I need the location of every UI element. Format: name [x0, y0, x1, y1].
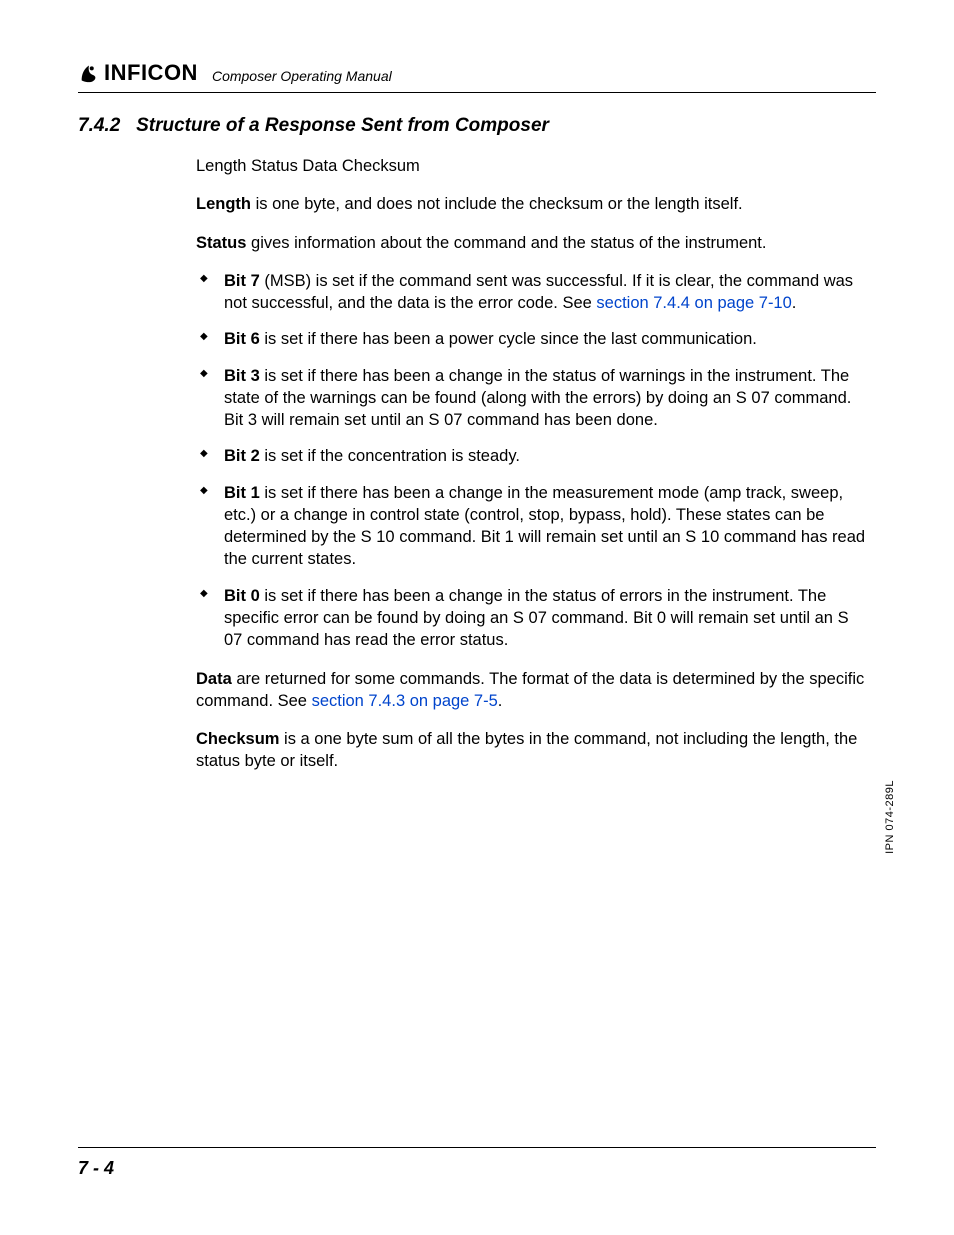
logo-icon [78, 62, 100, 84]
data-paragraph: Data are returned for some commands. The… [196, 668, 866, 713]
bit-text-after: . [792, 294, 797, 312]
list-item: Bit 7 (MSB) is set if the command sent w… [196, 270, 866, 315]
page-header: INFICON Composer Operating Manual [78, 60, 876, 93]
page-number: 7 - 4 [78, 1158, 114, 1178]
length-label: Length [196, 195, 251, 213]
bit-text: is set if there has been a power cycle s… [260, 330, 757, 348]
section-number: 7.4.2 [78, 115, 120, 136]
body-content: Length Status Data Checksum Length is on… [196, 155, 866, 773]
bit-text: is set if there has been a change in the… [224, 484, 865, 569]
list-item: Bit 2 is set if the concentration is ste… [196, 445, 866, 467]
list-item: Bit 0 is set if there has been a change … [196, 585, 866, 652]
section-title: Structure of a Response Sent from Compos… [136, 115, 549, 136]
length-paragraph: Length is one byte, and does not include… [196, 193, 866, 215]
bit-text: is set if there has been a change in the… [224, 587, 849, 650]
bit-label: Bit 0 [224, 587, 260, 605]
brand-logo: INFICON [78, 60, 198, 86]
data-text-before: are returned for some commands. The form… [196, 670, 864, 710]
status-text: gives information about the command and … [246, 234, 766, 252]
status-bits-list: Bit 7 (MSB) is set if the command sent w… [196, 270, 866, 652]
length-text: is one byte, and does not include the ch… [251, 195, 743, 213]
bit-label: Bit 6 [224, 330, 260, 348]
intro-line: Length Status Data Checksum [196, 155, 866, 177]
checksum-text: is a one byte sum of all the bytes in th… [196, 730, 857, 770]
page: INFICON Composer Operating Manual 7.4.2 … [0, 0, 954, 1235]
page-footer: 7 - 4 [78, 1147, 876, 1179]
bit-label: Bit 3 [224, 367, 260, 385]
status-label: Status [196, 234, 246, 252]
document-title: Composer Operating Manual [212, 68, 392, 84]
side-ipn-label: IPN 074-289L [884, 780, 896, 854]
data-label: Data [196, 670, 232, 688]
list-item: Bit 6 is set if there has been a power c… [196, 328, 866, 350]
list-item: Bit 1 is set if there has been a change … [196, 482, 866, 571]
bit-label: Bit 7 [224, 272, 260, 290]
section-heading: 7.4.2 Structure of a Response Sent from … [78, 115, 876, 137]
section-link[interactable]: section 7.4.3 on page 7-5 [312, 692, 498, 710]
bit-label: Bit 2 [224, 447, 260, 465]
checksum-paragraph: Checksum is a one byte sum of all the by… [196, 728, 866, 773]
data-text-after: . [498, 692, 503, 710]
bit-label: Bit 1 [224, 484, 260, 502]
logo-text: INFICON [104, 60, 198, 86]
list-item: Bit 3 is set if there has been a change … [196, 365, 866, 432]
status-paragraph: Status gives information about the comma… [196, 232, 866, 254]
bit-text: is set if the concentration is steady. [260, 447, 520, 465]
section-link[interactable]: section 7.4.4 on page 7-10 [596, 294, 791, 312]
bit-text: is set if there has been a change in the… [224, 367, 851, 430]
checksum-label: Checksum [196, 730, 279, 748]
